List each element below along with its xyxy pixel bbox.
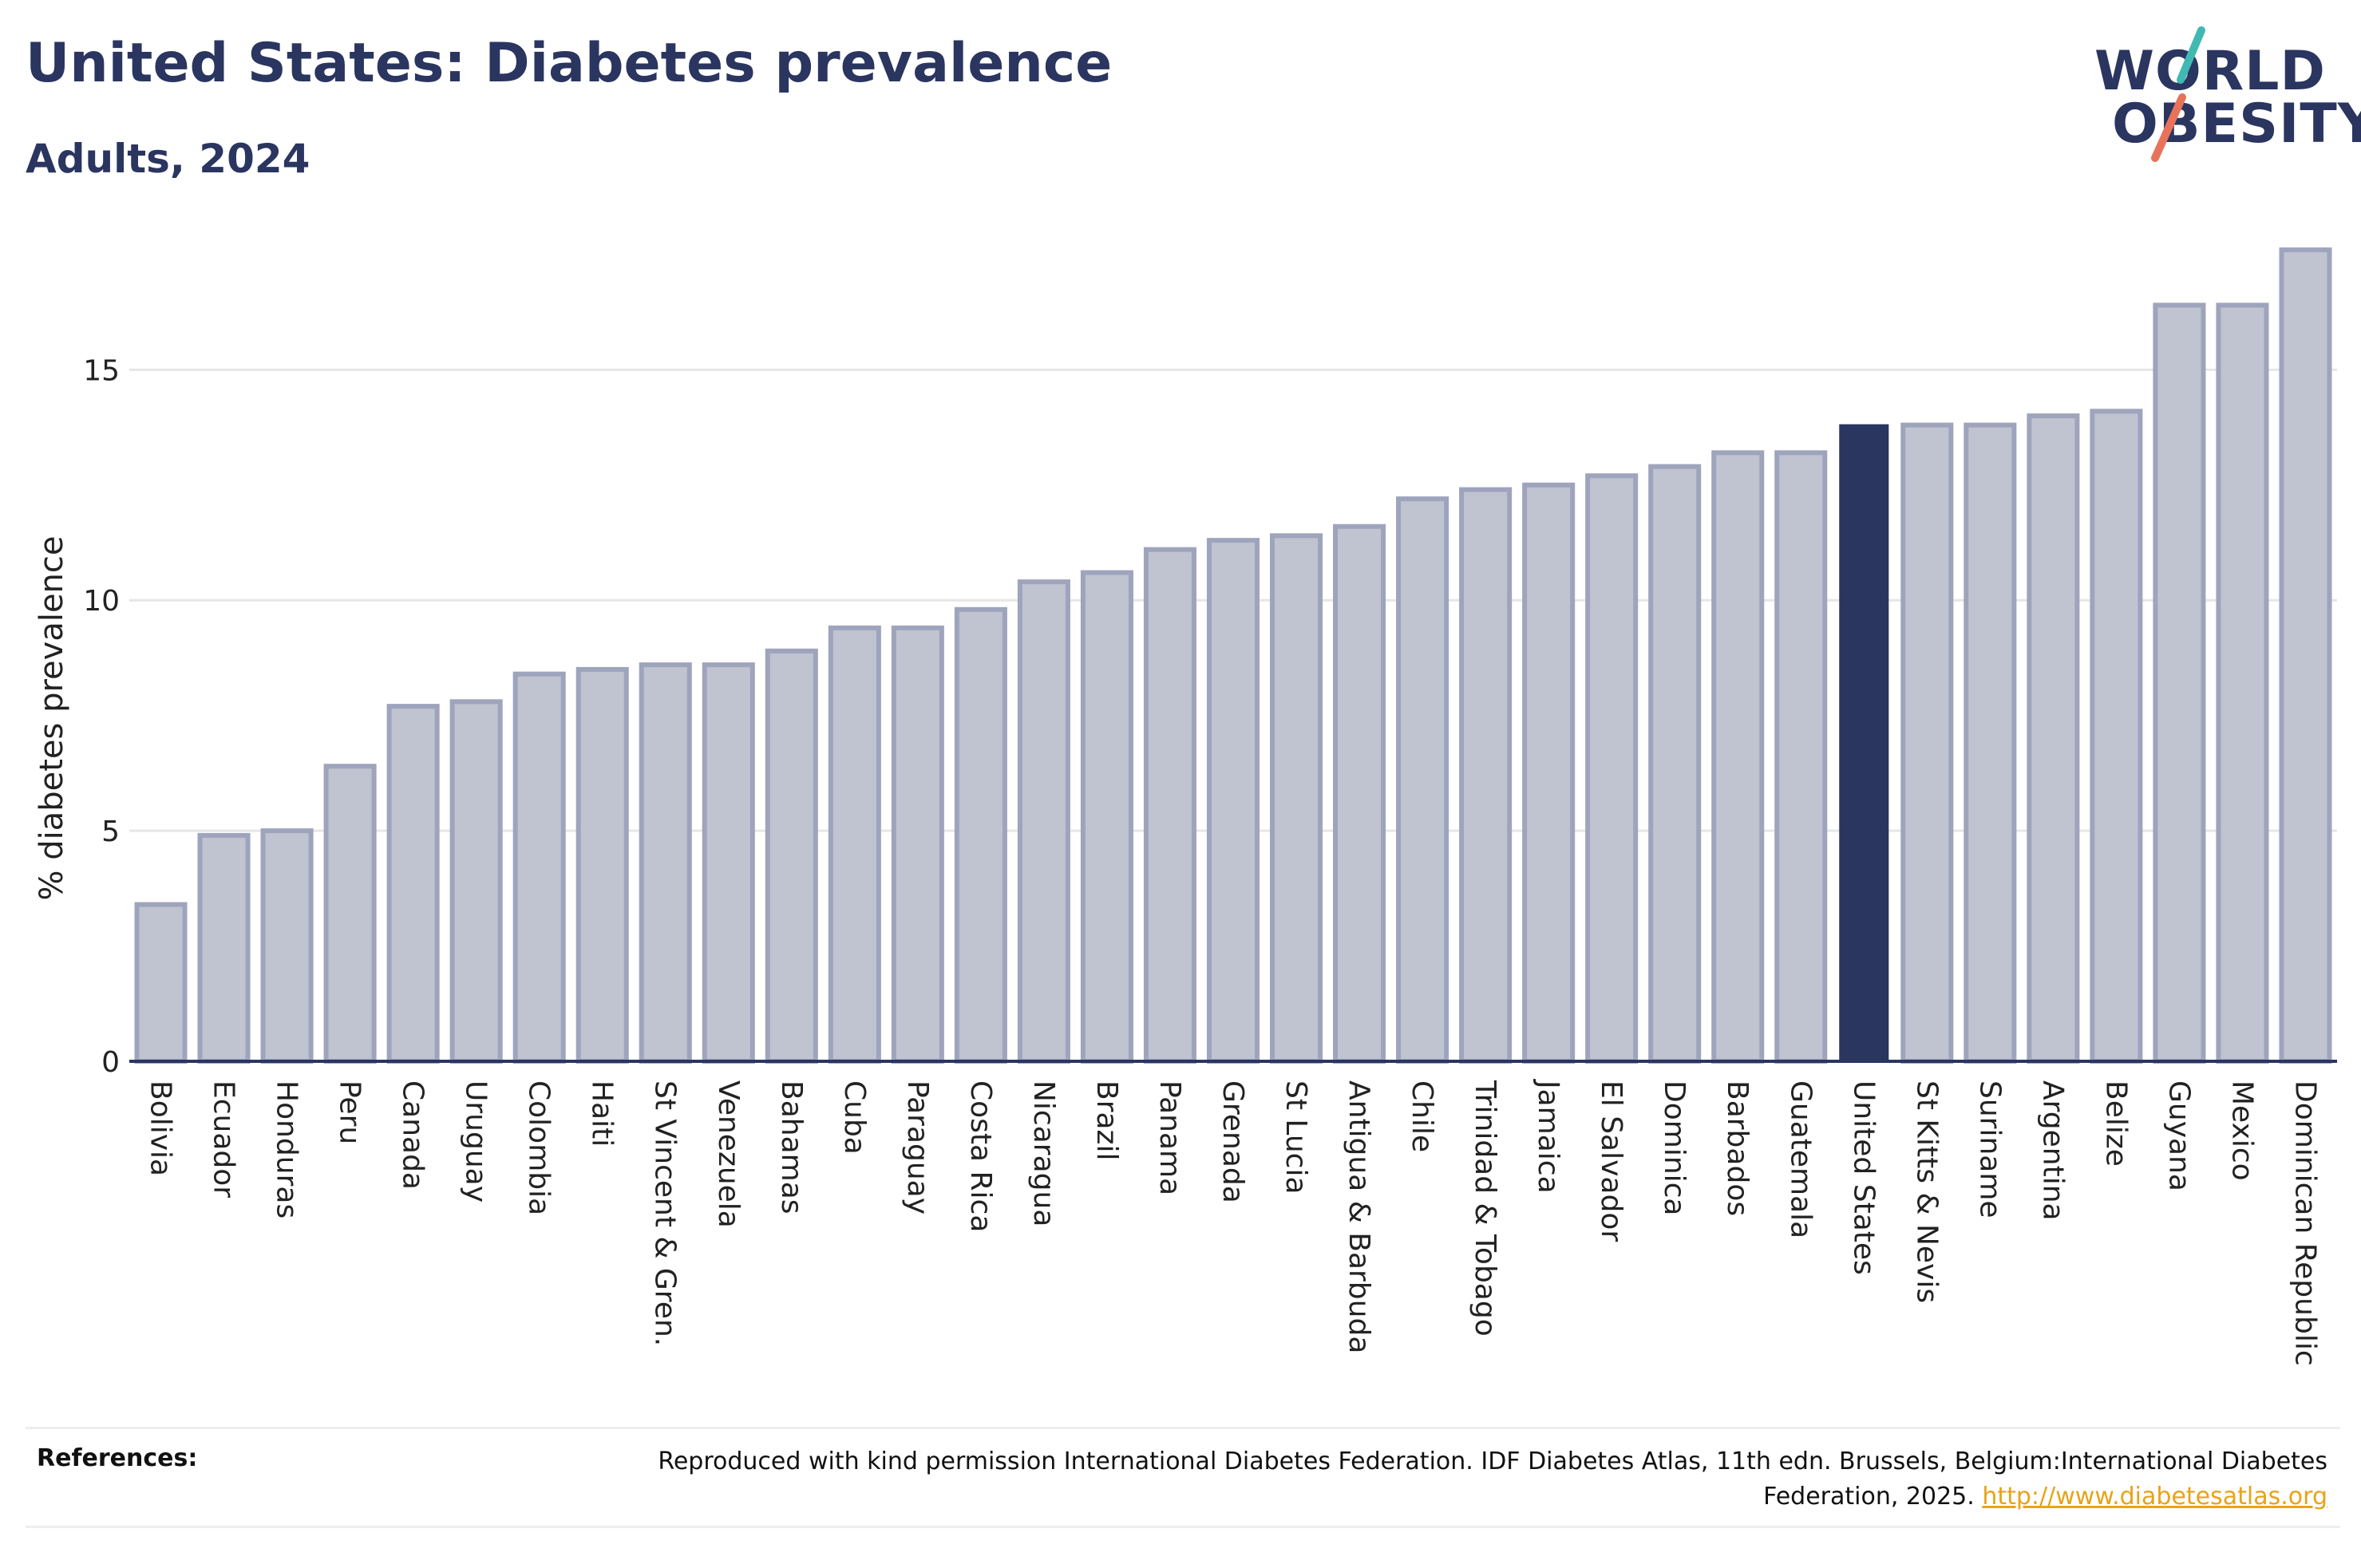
x-tick-label: Colombia — [523, 1080, 556, 1215]
bar-paraguay — [891, 625, 944, 1064]
bar-haiti — [575, 666, 629, 1064]
references-text: Reproduced with kind permission Internat… — [611, 1444, 2327, 1515]
bar-chile — [1396, 496, 1449, 1064]
references-citation: Reproduced with kind permission Internat… — [658, 1448, 2327, 1511]
bar-st-kitts-nevis — [1900, 422, 1954, 1064]
bar-belize — [2090, 409, 2143, 1064]
bar-cuba — [828, 625, 881, 1064]
bar-suriname — [1964, 422, 2017, 1064]
x-tick-label: Ecuador — [208, 1080, 240, 1198]
x-tick-label: Nicaragua — [1027, 1080, 1060, 1226]
bar-venezuela — [702, 662, 755, 1064]
x-tick-label: Bolivia — [144, 1080, 177, 1176]
x-tick-label: United States — [1847, 1080, 1880, 1275]
bar-bahamas — [765, 648, 818, 1064]
x-tick-label: Guatemala — [1784, 1080, 1817, 1238]
chart-subtitle: Adults, 2024 — [26, 136, 310, 182]
x-tick-label: Brazil — [1090, 1080, 1123, 1160]
x-tick-label: Trinidad & Tobago — [1469, 1080, 1501, 1337]
world-obesity-logo: WORLD OBESITY — [2083, 24, 2361, 168]
x-tick-label: Suriname — [1973, 1080, 2006, 1218]
references-divider-bottom — [26, 1526, 2340, 1528]
bar-barbados — [1711, 450, 1765, 1064]
logo-slash-icon — [2151, 26, 2205, 162]
bar-argentina — [2027, 413, 2080, 1064]
x-tick-label: Dominica — [1658, 1080, 1691, 1216]
bar-jamaica — [1522, 482, 1576, 1064]
bar-colombia — [512, 671, 566, 1064]
x-tick-label: Uruguay — [460, 1080, 492, 1203]
bar-guatemala — [1774, 450, 1828, 1064]
references-label: References: — [37, 1444, 198, 1472]
y-tick-label: 15 — [83, 354, 120, 387]
x-tick-label: Bahamas — [775, 1080, 808, 1215]
bar-dominican-republic — [2279, 247, 2332, 1064]
bar-nicaragua — [1017, 579, 1070, 1064]
bar-honduras — [260, 828, 314, 1064]
bar-dominica — [1648, 464, 1702, 1064]
x-tick-label: Antigua & Barbuda — [1343, 1080, 1375, 1353]
tick-labels: 0 5 10 15 % diabetes prevalence Bolivia Ecuado… — [34, 354, 2321, 1365]
bar-st-vincent-gren- — [639, 662, 692, 1064]
references-divider-top — [26, 1427, 2340, 1429]
x-tick-label: Chile — [1406, 1080, 1438, 1152]
bar-peru — [323, 764, 377, 1064]
bar-mexico — [2216, 302, 2269, 1064]
x-tick-label: Jamaica — [1532, 1079, 1564, 1194]
x-tick-label: El Salvador — [1595, 1080, 1627, 1242]
y-tick-label: 0 — [101, 1046, 120, 1079]
bar-costa-rica — [954, 606, 1007, 1064]
logo-word-world: WORLD — [2094, 40, 2326, 103]
bar-ecuador — [197, 832, 251, 1064]
bar-panama — [1143, 547, 1197, 1064]
bar-guyana — [2153, 302, 2206, 1064]
bar-canada — [386, 704, 440, 1064]
x-tick-label: Grenada — [1216, 1080, 1249, 1203]
x-tick-label: Costa Rica — [964, 1080, 997, 1232]
x-tick-label: Barbados — [1721, 1080, 1754, 1216]
x-tick-label: Cuba — [838, 1080, 871, 1155]
logo-word-obesity: OBESITY — [2112, 93, 2361, 156]
bar-st-lucia — [1269, 533, 1323, 1064]
bar-united-states — [1839, 424, 1889, 1062]
y-tick-label: 5 — [101, 816, 120, 848]
x-tick-label: Honduras — [271, 1080, 303, 1218]
x-tick-label: Dominican Republic — [2288, 1080, 2321, 1366]
x-tick-label: Paraguay — [901, 1080, 934, 1215]
bar-grenada — [1206, 538, 1260, 1064]
bar-trinidad-tobago — [1459, 487, 1513, 1064]
bar-bolivia — [134, 902, 188, 1064]
bar-uruguay — [449, 699, 503, 1064]
x-tick-label: Haiti — [586, 1080, 619, 1147]
x-tick-label: Belize — [2099, 1080, 2132, 1167]
bar-el-salvador — [1585, 473, 1639, 1064]
y-axis-label: % diabetes prevalence — [34, 535, 70, 900]
x-tick-label: St Lucia — [1279, 1080, 1312, 1195]
x-tick-label: St Kitts & Nevis — [1910, 1080, 1943, 1303]
x-tick-label: Argentina — [2036, 1080, 2069, 1221]
x-tick-label: St Vincent & Gren. — [649, 1080, 682, 1346]
x-tick-label: Guyana — [2162, 1080, 2195, 1191]
x-tick-label: Peru — [334, 1080, 366, 1144]
y-tick-label: 10 — [83, 585, 120, 618]
bar-antigua-barbuda — [1333, 523, 1386, 1064]
x-tick-label: Canada — [397, 1080, 429, 1190]
bar-brazil — [1080, 570, 1133, 1064]
x-tick-label: Mexico — [2225, 1080, 2258, 1181]
bars — [134, 247, 2332, 1064]
bar-chart: 0 5 10 15 % diabetes prevalence Bolivia Ecuado… — [34, 247, 2337, 1366]
references-link[interactable]: http://www.diabetesatlas.org — [1982, 1483, 2327, 1511]
x-tick-label: Panama — [1153, 1080, 1186, 1195]
chart-title: United States: Diabetes prevalence — [26, 32, 1113, 95]
x-tick-label: Venezuela — [712, 1080, 745, 1228]
